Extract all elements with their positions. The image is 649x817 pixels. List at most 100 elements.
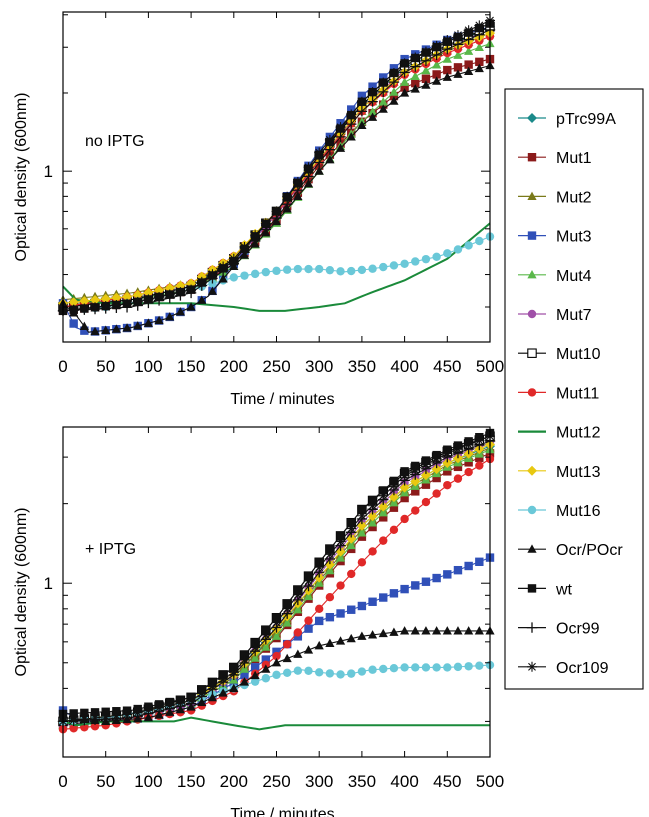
legend-label: Mut2 <box>556 189 592 206</box>
point-ocr109 <box>164 289 175 300</box>
x-axis-label: Time / minutes <box>230 806 334 817</box>
point-mut16 <box>325 265 335 275</box>
legend-label: Mut12 <box>556 425 601 442</box>
point-ocr-pocr <box>410 84 420 93</box>
x-tick-label: 350 <box>348 772 376 791</box>
legend-label: Mut13 <box>556 464 601 481</box>
point-mut4 <box>367 107 378 116</box>
point-mut3 <box>315 616 324 626</box>
point-mut16 <box>357 667 367 676</box>
point-wt <box>347 518 356 527</box>
point-mut4 <box>239 664 250 673</box>
point-mut1 <box>400 83 409 92</box>
point-mut11 <box>475 461 484 470</box>
point-mut1 <box>475 453 484 463</box>
point-mut13 <box>122 291 133 302</box>
x-tick-label: 350 <box>348 357 376 376</box>
point-ocr-pocr <box>325 154 335 164</box>
point-mut4 <box>367 518 378 527</box>
point-mut16 <box>347 266 356 276</box>
point-mut4 <box>389 497 399 507</box>
point-mut1 <box>432 473 441 483</box>
point-ocr109 <box>335 122 346 133</box>
point-mut13 <box>90 295 101 306</box>
point-ocr109 <box>100 711 111 722</box>
point-ocr109 <box>250 230 261 241</box>
point-ocr109 <box>367 500 378 511</box>
series-ocr109 <box>58 15 495 316</box>
y-tick-label: 1 <box>44 162 53 181</box>
y-tick-label: 1 <box>44 574 53 593</box>
point-ocr-pocr <box>79 321 89 330</box>
point-ocr-pocr <box>165 312 175 321</box>
x-tick-label: 450 <box>433 357 461 376</box>
y-axis-label: Optical density (600nm) <box>13 508 30 677</box>
legend-label: Mut1 <box>556 150 592 167</box>
point-mut3 <box>80 326 89 335</box>
point-ocr109 <box>260 218 271 229</box>
point-ocr99 <box>314 157 325 168</box>
point-ocr109 <box>154 702 165 713</box>
point-ocr-pocr <box>186 302 196 311</box>
point-ocr-pocr <box>453 69 463 78</box>
point-mut4 <box>250 653 260 662</box>
point-ocr-pocr <box>378 104 388 113</box>
point-ocr-pocr <box>400 88 410 97</box>
point-mut16 <box>389 664 399 673</box>
panel-annotation: + IPTG <box>85 541 136 558</box>
point-ocr-pocr <box>421 80 431 89</box>
point-mut16 <box>443 663 452 672</box>
series-mut16 <box>58 660 495 726</box>
point-mut13 <box>100 293 111 304</box>
point-ocr109 <box>324 134 335 145</box>
point-wt <box>336 531 345 541</box>
series-mut13 <box>58 28 495 309</box>
legend-item-mut11: Mut11 <box>518 385 599 402</box>
y-axis-label: Optical density (600nm) <box>13 93 30 262</box>
x-tick-label: 300 <box>305 772 333 791</box>
point-mut16 <box>250 269 260 279</box>
point-ocr109 <box>420 46 431 57</box>
point-mut1 <box>411 487 420 496</box>
point-ocr109 <box>314 562 325 573</box>
point-mut1 <box>389 503 399 512</box>
point-mut4 <box>464 46 474 55</box>
point-mut3 <box>347 605 356 614</box>
point-mut11 <box>368 547 377 556</box>
point-ocr-pocr <box>133 321 143 330</box>
point-mut11 <box>464 467 473 477</box>
point-mut1 <box>421 480 431 489</box>
point-ocr-pocr <box>229 683 239 692</box>
point-ocr109 <box>111 299 122 310</box>
point-ocr109 <box>303 162 314 173</box>
point-mut3 <box>379 593 388 602</box>
point-ocr-pocr <box>207 692 218 702</box>
point-ocr-pocr <box>421 626 431 635</box>
legend-label: Ocr99 <box>556 621 600 638</box>
point-ocr109 <box>442 34 453 45</box>
point-ocr109 <box>356 510 367 521</box>
point-ocr109 <box>218 674 229 685</box>
point-ocr109 <box>122 298 133 309</box>
point-ocr-pocr <box>325 638 335 647</box>
point-mut3 <box>240 670 249 680</box>
x-tick-label: 50 <box>96 357 115 376</box>
point-mut1 <box>389 91 399 101</box>
point-mut3 <box>368 82 377 91</box>
point-mut4 <box>442 54 452 63</box>
point-mut16 <box>315 264 324 274</box>
point-ocr-pocr <box>378 628 388 638</box>
point-mut3 <box>357 91 367 101</box>
point-mut11 <box>421 497 431 507</box>
point-ocr109 <box>207 269 218 280</box>
point-mut11 <box>357 558 367 567</box>
point-mut3 <box>261 655 271 664</box>
point-mut3 <box>464 561 473 571</box>
point-ocr99 <box>324 144 336 155</box>
point-ocr109 <box>143 705 154 716</box>
point-ocr-pocr <box>442 626 452 635</box>
point-ocr109 <box>186 284 197 295</box>
point-ocr109 <box>356 96 367 107</box>
legend-item-mut2: Mut2 <box>518 189 592 206</box>
